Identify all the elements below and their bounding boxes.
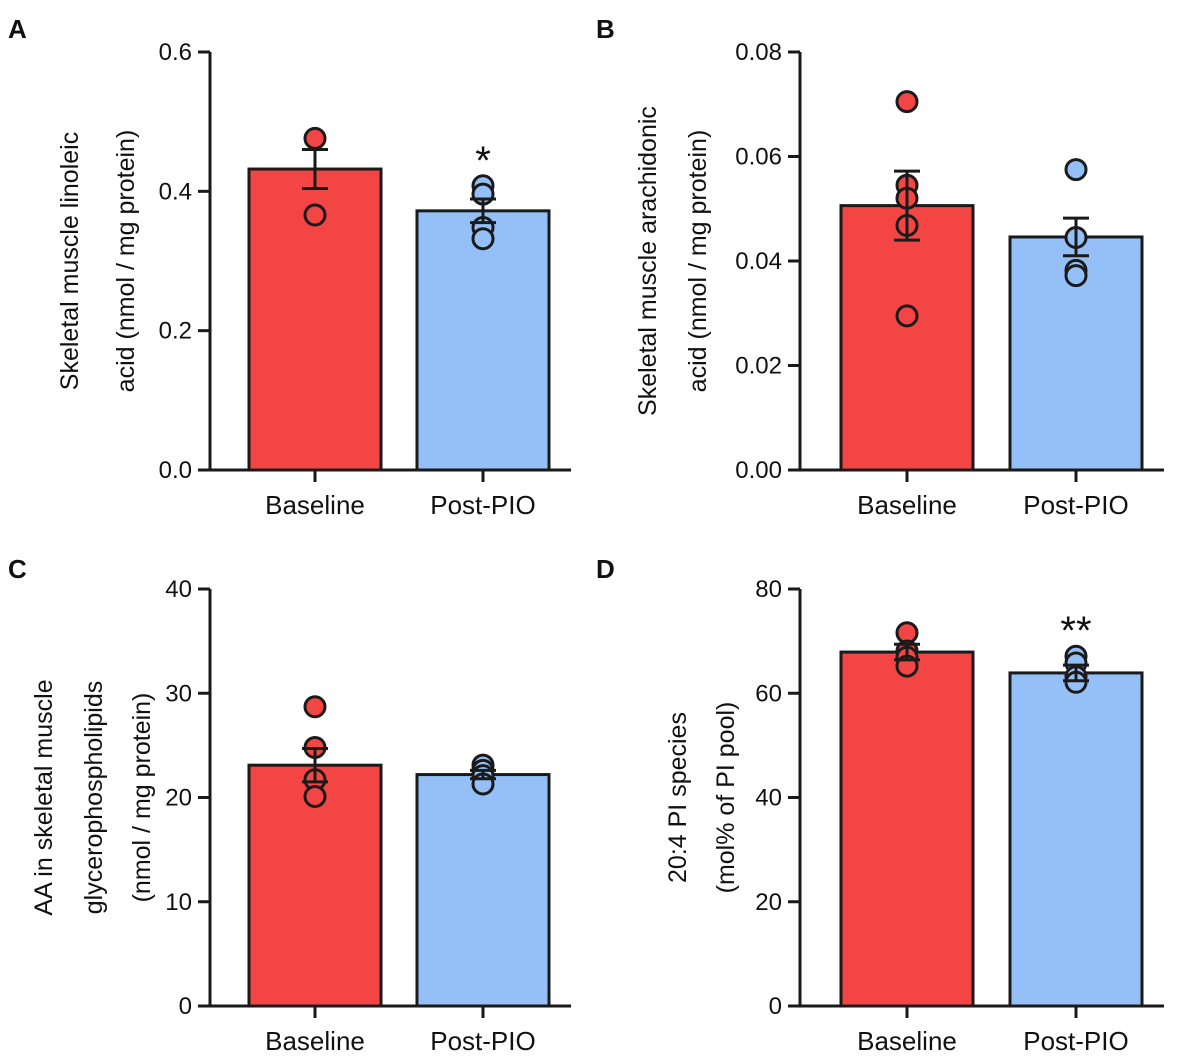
y-tick-label: 0.08 [735,39,782,66]
y-tick-label: 10 [165,889,192,916]
x-tick-label-post-pio: Post-PIO [430,1026,535,1056]
panel-d: D ** 0 20 40 60 80 Baseline Post-PIO 20:4 PI spec… [596,554,1164,1056]
panel-letter: A [8,14,27,44]
significance-marker: ** [1060,609,1091,653]
y-tick-label: 0.00 [735,457,782,484]
y-tick-label: 0.4 [159,178,192,205]
y-tick-label: 20 [755,889,782,916]
x-tick-label-baseline: Baseline [857,1026,957,1056]
data-point [895,304,919,328]
data-point [303,695,327,719]
data-point [303,784,327,808]
y-tick-label: 40 [755,785,782,812]
bar-post-pio [415,209,551,472]
bar-baseline [839,204,975,472]
x-tick-label-baseline: Baseline [265,490,365,520]
panel-c: C 0 10 20 30 40 Baseline Post-PIO AA in skeletal… [8,554,571,1056]
x-tick-label-baseline: Baseline [265,1026,365,1056]
significance-marker: * [475,139,491,183]
y-tick-label: 0.04 [735,248,782,275]
panel-letter: C [8,554,27,584]
bar-post-pio [1008,671,1144,1008]
data-point [1064,264,1088,288]
y-axis-title: 20:4 PI species [664,712,692,883]
y-axis-title: (nmol / mg protein) [128,693,156,903]
y-tick-label: 40 [165,576,192,603]
data-point [303,203,327,227]
data-point [471,227,495,251]
y-tick-label: 0.02 [735,353,782,380]
y-tick-label: 20 [165,785,192,812]
x-tick-label-post-pio: Post-PIO [1023,1026,1128,1056]
y-axis-title: AA in skeletal muscle [30,679,58,915]
x-tick-label-post-pio: Post-PIO [430,490,535,520]
x-tick-label-baseline: Baseline [857,490,957,520]
y-tick-label: 60 [755,680,782,707]
data-point [1064,158,1088,182]
bar-post-pio [415,773,551,1008]
y-axis-title: acid (nmol / mg protein) [684,130,712,393]
y-axis-title: (mol% of PI pool) [712,702,740,894]
y-tick-label: 30 [165,680,192,707]
y-axis-title: Skeletal muscle arachidonic [634,106,662,416]
y-tick-label: 0.0 [159,457,192,484]
panel-letter: B [596,14,615,44]
x-tick-label-post-pio: Post-PIO [1023,490,1128,520]
y-tick-label: 0.06 [735,144,782,171]
y-axis-title: Skeletal muscle linoleic [56,132,84,390]
panel-a: A * 0.0 0.2 0.4 0.6 Baseline Post-PIO Skeletal m… [8,14,571,520]
y-tick-label: 0.2 [159,318,192,345]
panel-b: B 0.00 0.02 0.04 0.06 0.08 Baseline Post-PIO Ske… [596,14,1164,520]
bar-baseline [839,650,975,1008]
y-tick-label: 0 [769,993,782,1020]
panel-letter: D [596,554,615,584]
y-tick-label: 80 [755,576,782,603]
y-tick-label: 0.6 [159,39,192,66]
data-point [895,90,919,114]
y-tick-label: 0 [179,993,192,1020]
y-axis-title: acid (nmol / mg protein) [112,130,140,393]
y-axis-title: glycerophospholipids [80,681,108,914]
data-point [303,126,327,150]
